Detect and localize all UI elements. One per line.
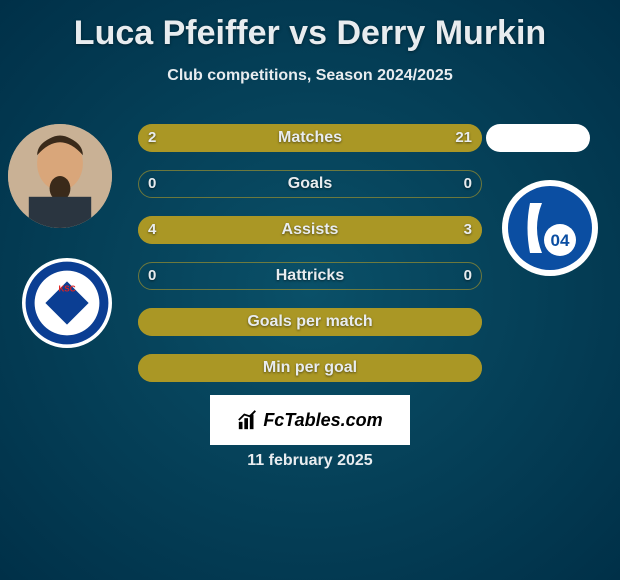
stat-row: 43Assists — [138, 216, 482, 244]
fctables-badge: FcTables.com — [210, 395, 410, 445]
stat-row: Goals per match — [138, 308, 482, 336]
comparison-date: 11 february 2025 — [0, 452, 620, 470]
stat-label: Assists — [138, 216, 482, 244]
stat-row: 221Matches — [138, 124, 482, 152]
stat-label: Goals — [138, 170, 482, 198]
player-left-avatar — [8, 124, 112, 228]
stat-row: 00Goals — [138, 170, 482, 198]
club-left-logo: KSC — [22, 258, 112, 348]
comparison-title: Luca Pfeiffer vs Derry Murkin — [0, 0, 620, 53]
chart-icon — [237, 409, 259, 431]
stat-label: Min per goal — [138, 354, 482, 382]
svg-text:04: 04 — [551, 231, 570, 250]
stats-container: 221Matches 00Goals 43Assists 00Hattricks Goa… — [138, 124, 482, 400]
stat-label: Goals per match — [138, 308, 482, 336]
fctables-label: FcTables.com — [263, 410, 382, 431]
club-right-logo: 04 — [500, 178, 600, 278]
stat-row: 00Hattricks — [138, 262, 482, 290]
stat-label: Matches — [138, 124, 482, 152]
svg-text:KSC: KSC — [58, 284, 75, 293]
player-right-avatar — [486, 124, 590, 152]
comparison-subtitle: Club competitions, Season 2024/2025 — [0, 67, 620, 85]
stat-row: Min per goal — [138, 354, 482, 382]
stat-label: Hattricks — [138, 262, 482, 290]
